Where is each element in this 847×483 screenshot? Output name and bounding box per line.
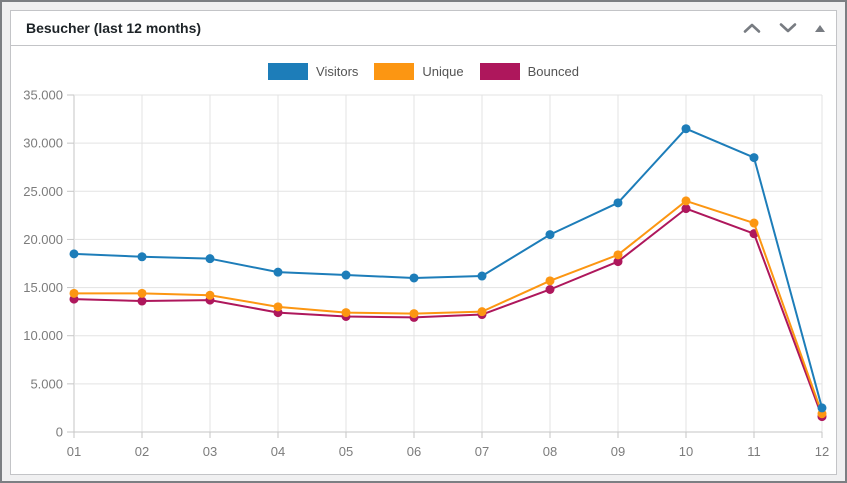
x-tick-label: 03: [203, 444, 217, 459]
data-point-visitors-10[interactable]: [681, 124, 691, 134]
chart-container: Visitors Unique Bounced 01 02 03 04 05 06 07 08 09…: [11, 46, 836, 474]
x-tick-label: 07: [475, 444, 489, 459]
y-tick-label: 20.000: [23, 232, 63, 247]
data-point-unique-08[interactable]: [545, 276, 555, 286]
x-tick-label: 09: [611, 444, 625, 459]
data-point-visitors-04[interactable]: [273, 267, 283, 277]
x-tick-label: 08: [543, 444, 557, 459]
y-tick-label: 25.000: [23, 184, 63, 199]
legend-label: Bounced: [527, 64, 579, 79]
visitors-legend-swatch: [268, 63, 309, 80]
widget-controls: [736, 15, 832, 41]
bounced-legend-swatch: [479, 63, 520, 80]
y-tick-label: 0: [56, 425, 63, 440]
data-point-visitors-05[interactable]: [341, 270, 351, 280]
data-point-unique-09[interactable]: [613, 250, 623, 260]
chart-legend: Visitors Unique Bounced: [11, 63, 836, 80]
x-tick-label: 02: [135, 444, 149, 459]
data-point-unique-10[interactable]: [681, 196, 691, 206]
data-point-unique-06[interactable]: [409, 309, 419, 319]
data-point-bounced-02[interactable]: [137, 296, 147, 306]
data-point-unique-11[interactable]: [749, 218, 759, 228]
data-point-visitors-11[interactable]: [749, 153, 759, 163]
data-point-visitors-08[interactable]: [545, 230, 555, 240]
series-line-unique: [73, 199, 823, 415]
data-point-visitors-12[interactable]: [817, 403, 827, 413]
y-tick-label: 5.000: [30, 376, 63, 391]
y-tick-label: 35.000: [23, 88, 63, 103]
data-point-bounced-09[interactable]: [613, 257, 623, 267]
data-point-bounced-08[interactable]: [545, 284, 555, 294]
legend-label: Unique: [422, 64, 464, 79]
legend-item-visitors[interactable]: Visitors: [268, 63, 358, 80]
data-point-unique-03[interactable]: [205, 290, 215, 300]
x-tick-label: 06: [407, 444, 421, 459]
x-tick-label: 04: [271, 444, 285, 459]
legend-label: Visitors: [316, 64, 359, 79]
dashboard-widget: Besucher (last 12 months): [10, 10, 837, 475]
widget-header: Besucher (last 12 months): [11, 11, 836, 46]
y-tick-label: 15.000: [23, 280, 63, 295]
unique-legend-swatch: [374, 63, 415, 80]
x-tick-label: 01: [67, 444, 81, 459]
visitors-chart-canvas[interactable]: 01 02 03 04 05 06 07 08 09 10 11 12 0 5.000 10.000 15.0…: [11, 46, 836, 474]
data-point-visitors-06[interactable]: [409, 273, 419, 283]
data-point-bounced-10[interactable]: [681, 204, 691, 214]
data-point-unique-01[interactable]: [69, 288, 79, 298]
data-point-unique-02[interactable]: [137, 288, 147, 298]
data-point-unique-05[interactable]: [341, 308, 351, 318]
y-tick-label: 30.000: [23, 136, 63, 151]
data-point-visitors-09[interactable]: [613, 198, 623, 208]
data-point-visitors-07[interactable]: [477, 271, 487, 281]
legend-item-unique[interactable]: Unique: [374, 63, 464, 80]
move-up-button[interactable]: [736, 15, 768, 41]
x-tick-label: 05: [339, 444, 353, 459]
data-point-unique-07[interactable]: [477, 307, 487, 317]
x-tick-label: 10: [679, 444, 693, 459]
y-tick-label: 10.000: [23, 328, 63, 343]
series-line-bounced: [73, 207, 823, 418]
data-point-visitors-01[interactable]: [69, 249, 79, 259]
data-point-unique-04[interactable]: [273, 302, 283, 312]
data-point-visitors-02[interactable]: [137, 252, 147, 262]
move-down-button[interactable]: [772, 15, 804, 41]
x-tick-label: 11: [747, 444, 761, 459]
widget-title: Besucher (last 12 months): [26, 20, 202, 36]
collapse-toggle-button[interactable]: [808, 15, 832, 41]
legend-item-bounced[interactable]: Bounced: [479, 63, 579, 80]
series-line-visitors: [73, 127, 823, 409]
chevron-up-icon: [743, 22, 761, 34]
chevron-down-icon: [779, 22, 797, 34]
data-point-visitors-03[interactable]: [205, 254, 215, 264]
x-tick-label: 12: [815, 444, 829, 459]
triangle-up-icon: [815, 24, 825, 32]
